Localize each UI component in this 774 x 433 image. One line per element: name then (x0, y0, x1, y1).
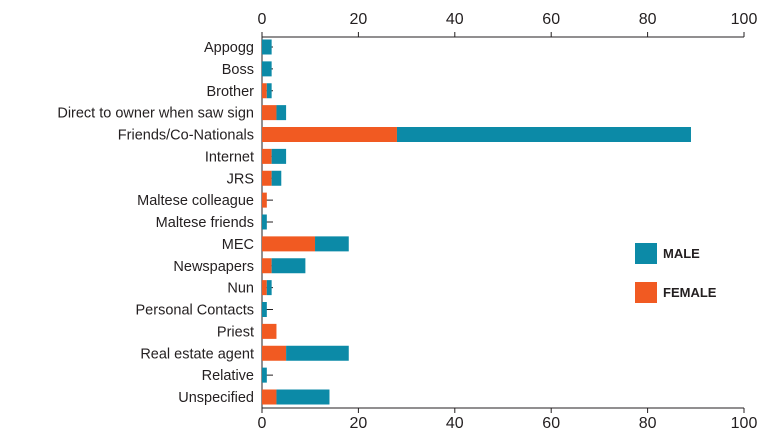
bar-female-2 (262, 83, 267, 99)
bar-female-7 (262, 192, 267, 208)
bar-male-12 (262, 302, 267, 317)
bar-female-13 (262, 323, 277, 339)
bar-male-16 (276, 389, 330, 405)
category-label: Friends/Co-Nationals (118, 128, 254, 144)
bar-male-6 (271, 170, 282, 186)
bar-male-11 (266, 280, 272, 296)
top-tick-label: 0 (258, 11, 267, 28)
legend-swatch-female (635, 282, 657, 303)
category-label: Direct to owner when saw sign (57, 106, 254, 122)
bar-female-4 (262, 127, 397, 142)
category-label: Brother (206, 84, 254, 100)
category-label: Personal Contacts (136, 303, 254, 319)
category-label: MEC (222, 237, 254, 253)
bottom-tick-label: 0 (258, 415, 267, 432)
bottom-tick-label: 20 (350, 415, 368, 432)
bar-male-2 (266, 83, 272, 99)
legend-swatch-male (635, 243, 657, 264)
top-tick-label: 100 (731, 11, 758, 28)
bar-female-9 (262, 236, 316, 252)
bottom-tick-label: 60 (542, 415, 560, 432)
bar-male-9 (315, 236, 349, 252)
bottom-tick-label: 80 (639, 415, 657, 432)
bottom-tick-label: 100 (731, 415, 758, 432)
category-label: JRS (227, 171, 254, 187)
top-tick-label: 80 (639, 11, 657, 28)
bar-female-10 (262, 258, 272, 274)
top-tick-label: 40 (446, 11, 464, 28)
category-label: Boss (222, 62, 254, 78)
legend-label-female: FEMALE (663, 285, 717, 300)
category-label: Newspapers (173, 259, 254, 275)
category-label: Unspecified (178, 390, 254, 406)
bar-female-6 (262, 170, 272, 186)
bar-male-3 (276, 105, 287, 121)
bar-male-10 (271, 258, 306, 274)
axes: 0 0 20 20 40 40 60 60 80 80 100 100 (258, 11, 758, 432)
bar-female-5 (262, 148, 272, 164)
bar-male-5 (271, 148, 287, 164)
category-label: Real estate agent (140, 346, 254, 362)
bar-male-1 (262, 61, 272, 77)
bar-male-4 (396, 127, 691, 142)
category-label: Nun (227, 281, 254, 297)
bar-male-14 (286, 345, 349, 361)
bar-male-15 (262, 367, 267, 383)
legend: MALE FEMALE (635, 243, 717, 303)
legend-label-male: MALE (663, 246, 700, 261)
category-label: Priest (217, 324, 254, 340)
bar-female-14 (262, 345, 287, 361)
category-label: Appogg (204, 40, 254, 56)
category-label: Relative (202, 368, 254, 384)
category-label: Internet (205, 149, 254, 165)
top-tick-label: 60 (542, 11, 560, 28)
bottom-tick-label: 40 (446, 415, 464, 432)
category-label: Maltese colleague (137, 193, 254, 209)
bar-male-8 (262, 214, 267, 230)
category-labels: Appogg Boss Brother Direct to owner when sa… (57, 40, 254, 406)
top-tick-label: 20 (350, 11, 368, 28)
bar-female-3 (262, 105, 277, 121)
bar-male-0 (262, 39, 272, 55)
category-label: Maltese friends (156, 215, 254, 231)
bars (262, 39, 691, 405)
bar-female-16 (262, 389, 277, 405)
bar-female-11 (262, 280, 267, 296)
